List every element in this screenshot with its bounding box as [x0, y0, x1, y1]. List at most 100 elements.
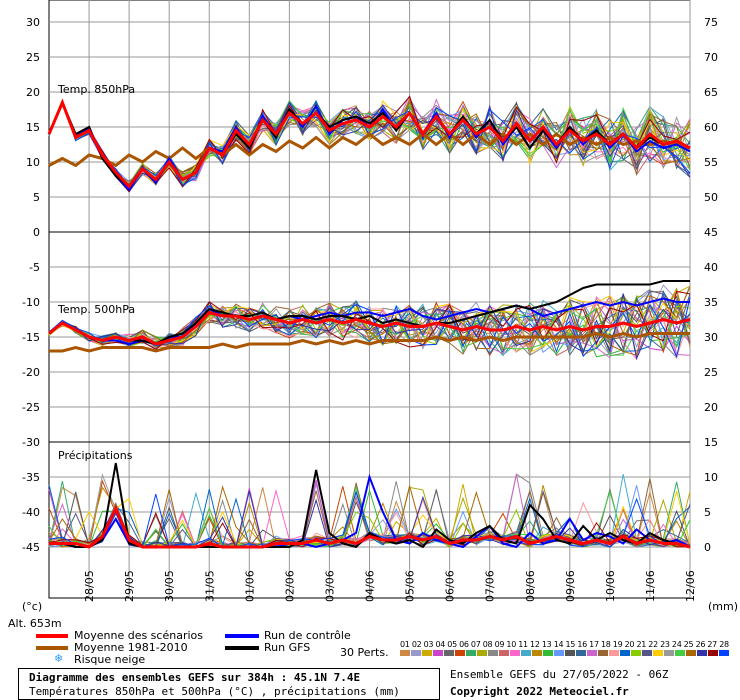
ensemble-mean-line: [48, 310, 691, 346]
altitude-label: Alt. 653m: [8, 617, 62, 630]
x-tick-label: 03/06: [323, 570, 336, 602]
pert-swatch: [609, 650, 619, 656]
x-tick-label: 04/06: [364, 570, 377, 602]
pert-swatch: [675, 650, 685, 656]
x-tick-label: 09/06: [564, 570, 577, 602]
right-tick-label: 60: [704, 121, 718, 134]
legend-mean-label: Moyenne des scénarios: [74, 629, 203, 642]
pert-swatch: [587, 650, 597, 656]
pert-swatch: [510, 650, 520, 656]
pert-swatch: [521, 650, 531, 656]
legend-gfs-label: Run GFS: [264, 641, 311, 654]
climatology-line: [49, 331, 690, 353]
pert-swatch: [488, 650, 498, 656]
left-tick-label: -15: [22, 331, 40, 344]
right-tick-label: 65: [704, 86, 718, 99]
right-tick-label: 45: [704, 226, 718, 239]
panel-label: Temp. 500hPa: [57, 303, 135, 316]
right-tick-label: 55: [704, 156, 718, 169]
x-tick-label: 28/05: [83, 570, 96, 602]
pert-swatch: [631, 650, 641, 656]
pert-swatch: [719, 650, 729, 656]
pert-swatch: [697, 650, 707, 656]
run-label: Ensemble GEFS du 27/05/2022 - 06Z: [450, 668, 669, 681]
pert-swatch: [499, 650, 509, 656]
right-tick-label: 35: [704, 296, 718, 309]
perturbation-line: [48, 99, 691, 186]
x-tick-label: 05/06: [404, 570, 417, 602]
left-tick-label: -35: [22, 471, 40, 484]
footer-right: Ensemble GEFS du 27/05/2022 - 06Z Copyri…: [450, 668, 669, 698]
right-tick-label: 25: [704, 366, 718, 379]
pert-swatch: [708, 650, 718, 656]
copyright-label: Copyright 2022 Meteociel.fr: [450, 685, 629, 698]
pert-swatch: [686, 650, 696, 656]
left-tick-label: 20: [26, 86, 40, 99]
x-tick-label: 10/06: [604, 570, 617, 602]
right-tick-label: 40: [704, 261, 718, 274]
footer-box: Diagramme des ensembles GEFS sur 384h : …: [18, 668, 440, 700]
x-tick-label: 07/06: [484, 570, 497, 602]
pert-swatch: [422, 650, 432, 656]
pert-swatch: [477, 650, 487, 656]
footer-title: Diagramme des ensembles GEFS sur 384h : …: [29, 671, 361, 684]
pert-swatch: [664, 650, 674, 656]
pert-swatch: [444, 650, 454, 656]
perturbation-line: [48, 284, 691, 356]
ensemble-mean-line: [47, 98, 691, 189]
pert-swatch: [554, 650, 564, 656]
left-tick-label: -25: [22, 401, 40, 414]
pert-swatch: [532, 650, 542, 656]
x-tick-label: 02/06: [283, 570, 296, 602]
legend-snow-label: Risque neige: [74, 653, 146, 666]
panel-label: Précipitations: [58, 449, 133, 462]
x-tick-label: 08/06: [524, 570, 537, 602]
legend-clim-label: Moyenne 1981-2010: [74, 641, 188, 654]
pert-swatch: [433, 650, 443, 656]
x-tick-label: 06/06: [444, 570, 457, 602]
pert-swatch: [411, 650, 421, 656]
x-tick-label: 01/06: [243, 570, 256, 602]
right-axis-unit: (mm): [708, 600, 738, 613]
perturbation-line: [48, 286, 691, 356]
perturbation-line: [48, 296, 691, 359]
ensemble-mean-line: [49, 504, 691, 549]
legend-clim-swatch: [36, 646, 68, 650]
pert-label: 30 Perts.: [340, 646, 389, 659]
pert-swatch: [565, 650, 575, 656]
pert-swatch: [653, 650, 663, 656]
right-tick-label: 5: [704, 506, 711, 519]
left-tick-label: 30: [26, 16, 40, 29]
legend-control-swatch: [225, 634, 259, 638]
left-tick-label: 0: [33, 226, 40, 239]
snow-icon: ❄: [54, 652, 64, 665]
left-tick-label: -5: [29, 261, 40, 274]
pert-swatch: [620, 650, 630, 656]
right-tick-label: 20: [704, 401, 718, 414]
legend-control-label: Run de contrôle: [264, 629, 351, 642]
right-tick-label: 0: [704, 541, 711, 554]
x-tick-label: 11/06: [644, 570, 657, 602]
left-tick-label: -30: [22, 436, 40, 449]
x-tick-label: 12/06: [684, 570, 697, 602]
left-tick-label: -40: [22, 506, 40, 519]
x-tick-label: 30/05: [163, 570, 176, 602]
pert-swatch: [466, 650, 476, 656]
pert-swatch: [455, 650, 465, 656]
left-tick-label: 15: [26, 121, 40, 134]
perturbation-line: [48, 290, 691, 350]
right-tick-label: 30: [704, 331, 718, 344]
pert-numbers: 01 02 03 04 05 06 07 08 09 10 11 12 13 1…: [400, 640, 729, 658]
left-tick-label: -45: [22, 541, 40, 554]
perturbation-line: [48, 511, 691, 548]
left-tick-label: -10: [22, 296, 40, 309]
x-tick-label: 29/05: [123, 570, 136, 602]
pert-swatch: [543, 650, 553, 656]
right-tick-label: 10: [704, 471, 718, 484]
panel-label: Temp. 850hPa: [57, 83, 135, 96]
right-tick-label: 70: [704, 51, 718, 64]
pert-swatch: [400, 650, 410, 656]
legend-mean-swatch: [36, 634, 68, 638]
perturbation-line: [48, 297, 691, 350]
